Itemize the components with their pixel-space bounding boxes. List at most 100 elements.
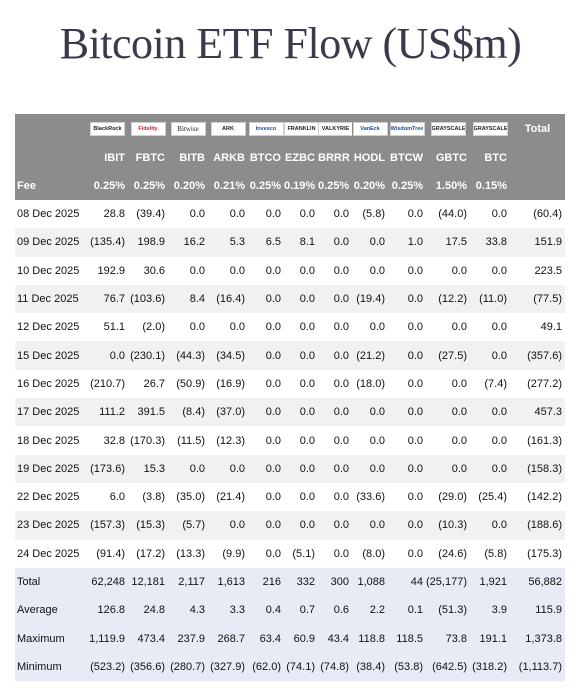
flow-cell: 0.0 [189, 264, 205, 277]
flow-cell: (33.6) [356, 491, 385, 504]
flow-cell: (173.6) [87, 454, 128, 483]
flow-cell: 0.0 [248, 341, 284, 370]
logo-cell: WisdomTree [388, 114, 426, 144]
ticker-btcw: BTCW [388, 144, 426, 172]
flow-cell: 0.0 [352, 228, 388, 257]
flow-cell: (15.3) [128, 511, 168, 540]
row-date: 08 Dec 2025 [17, 208, 80, 221]
flow-cell: (170.3) [130, 434, 165, 447]
flow-cell: (25.4) [478, 491, 507, 504]
flow-cell: 33.8 [470, 228, 510, 257]
flow-cell: (5.1) [292, 547, 315, 560]
fee-btco: 0.25% [248, 172, 284, 200]
summary-row-average: Average 126.8 24.8 4.3 3.3 0.4 0.7 0.6 2.2 0.1 (51… [15, 596, 565, 625]
table-row: 17 Dec 2025 111.2 391.5 (8.4) (37.0) 0.0 0.0 0.… [15, 398, 565, 427]
flow-cell: 0.0 [407, 264, 423, 277]
summary-cell: 473.4 [128, 624, 168, 653]
summary-cell: 0.6 [318, 596, 352, 625]
flow-cell: (11.5) [177, 434, 205, 447]
blackrock-logo: BlackRock [90, 122, 125, 136]
logo-row: BlackRock Fidelity Bitwise ARK Invesco FRANKL… [15, 114, 565, 144]
logo-cell: BlackRock [87, 114, 128, 144]
row-date: 17 Dec 2025 [15, 398, 87, 427]
flow-cell: 0.0 [168, 454, 208, 483]
flow-cell: 30.6 [143, 264, 165, 277]
flow-cell: 0.0 [229, 208, 245, 221]
ark-logo: ARK [210, 122, 246, 136]
flow-cell: (2.0) [142, 321, 165, 334]
flow-cell: 28.8 [103, 208, 125, 221]
flow-cell: 0.0 [248, 454, 284, 483]
fee-brrr: 0.25% [318, 172, 352, 200]
flow-cell: 0.0 [265, 377, 281, 390]
summary-cell: (25,177) [426, 567, 470, 597]
valkyrie-logo: VALKYRIE [318, 122, 352, 136]
ticker-bitb: BITB [168, 144, 208, 172]
flow-cell: 0.0 [299, 434, 315, 447]
row-date: 22 Dec 2025 [17, 491, 80, 504]
flow-cell: (44.3) [168, 341, 208, 370]
flow-cell: 0.0 [470, 341, 510, 370]
flow-cell: 26.7 [143, 377, 165, 390]
fee-bitb: 0.20% [168, 172, 208, 200]
summary-cell: 1,373.8 [510, 624, 565, 653]
page-title: Bitcoin ETF Flow (US$m) [59, 19, 522, 68]
ticker-fbtc: FBTC [128, 144, 168, 172]
table-row: 10 Dec 2025 192.9 30.6 0.0 0.0 0.0 0.0 0.0 0.0 0.… [15, 257, 565, 285]
flow-cell: 0.0 [369, 434, 385, 447]
flow-cell: 5.3 [208, 228, 248, 257]
ticker-ibit: IBIT [87, 144, 128, 172]
flow-cell: 8.4 [168, 284, 208, 314]
ticker-total-blank [510, 144, 565, 172]
table-row: 15 Dec 2025 0.0 (230.1) (44.3) (34.5) 0.0 0.0 0… [15, 341, 565, 370]
summary-cell: 1,613 [208, 567, 248, 597]
flow-cell: (17.2) [136, 547, 165, 560]
fee-total-blank [510, 172, 565, 200]
flow-cell: (16.9) [216, 377, 245, 390]
table-row: 24 Dec 2025 (91.4) (17.2) (13.3) (9.9) 0.0 (5.… [15, 540, 565, 568]
table-row: 19 Dec 2025 (173.6) 15.3 0.0 0.0 0.0 0.0 0.0 0.0… [15, 454, 565, 483]
flow-cell: (16.4) [208, 284, 248, 314]
summary-row-maximum: Maximum 1,119.9 473.4 237.9 268.7 63.4 60.9 43.… [15, 624, 565, 653]
flow-cell: (5.7) [168, 511, 208, 540]
summary-cell: 191.1 [470, 624, 510, 653]
fee-ibit: 0.25% [87, 172, 128, 200]
summary-cell: 237.9 [168, 624, 208, 653]
fee-label: Fee [15, 172, 87, 200]
summary-cell: (523.2) [87, 652, 128, 682]
summary-cell: 115.9 [510, 596, 565, 625]
flow-cell: 0.0 [87, 341, 128, 370]
flow-cell: 0.0 [248, 284, 284, 314]
flow-cell: 391.5 [128, 398, 168, 427]
flow-cell: 0.0 [248, 398, 284, 427]
total-header: Total [510, 114, 565, 144]
summary-cell: 1,921 [470, 567, 510, 597]
flow-cell: 0.0 [265, 264, 281, 277]
flow-cell: 0.0 [318, 398, 352, 427]
summary-cell: 4.3 [168, 596, 208, 625]
flow-cell: 15.3 [128, 454, 168, 483]
row-total: (161.3) [527, 434, 562, 447]
summary-cell: (318.2) [470, 652, 510, 682]
flow-cell: 192.9 [97, 264, 125, 277]
fee-hodl: 0.20% [352, 172, 388, 200]
row-total: (357.6) [510, 341, 565, 370]
flow-cell: 0.0 [369, 321, 385, 334]
flow-cell: (103.6) [128, 284, 168, 314]
summary-row-total: Total 62,248 12,181 2,117 1,613 216 332 300 1,08… [15, 567, 565, 597]
flow-cell: 0.0 [407, 321, 423, 334]
flow-cell: 0.0 [284, 511, 318, 540]
flow-cell: 0.0 [318, 284, 352, 314]
flow-cell: 0.0 [318, 454, 352, 483]
summary-cell: 44 [388, 567, 426, 597]
flow-cell: (27.5) [426, 341, 470, 370]
row-date: 18 Dec 2025 [17, 434, 80, 447]
fee-btcw: 0.25% [388, 172, 426, 200]
table-row: 09 Dec 2025 (135.4) 198.9 16.2 5.3 6.5 8.1 0.0 0… [15, 228, 565, 257]
row-date: 15 Dec 2025 [15, 341, 87, 370]
flow-cell: (34.5) [208, 341, 248, 370]
summary-cell: (1,113.7) [510, 652, 565, 682]
flow-cell: 1.0 [388, 228, 426, 257]
row-total: (175.3) [527, 547, 562, 560]
flow-cell: 0.0 [491, 434, 507, 447]
